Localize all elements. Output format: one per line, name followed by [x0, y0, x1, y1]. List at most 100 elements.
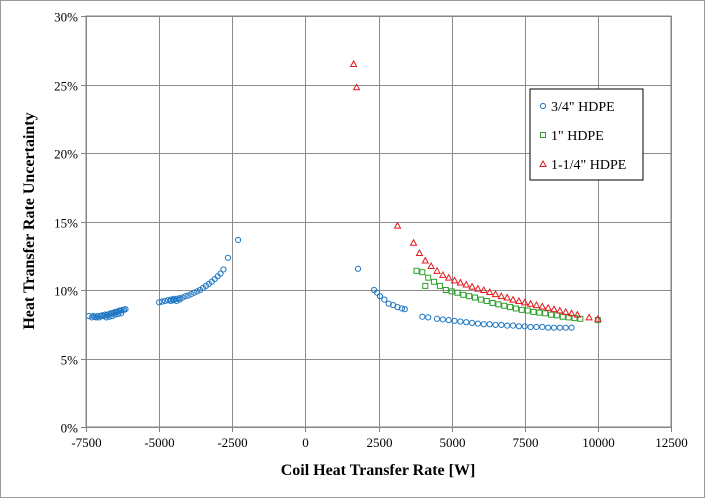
data-point-circle [474, 320, 482, 327]
legend: 3/4" HDPE 1" HDPE 1-1/4" HDPE [529, 88, 644, 181]
data-point-circle [158, 298, 166, 305]
y-axis-title: Heat Transfer Rate Uncertainty [21, 112, 38, 329]
data-point-square [472, 294, 479, 301]
data-point-circle [217, 270, 224, 277]
data-point-circle [451, 317, 458, 324]
x-tick-label: 5000 [440, 435, 466, 450]
legend-label: 1" HDPE [551, 129, 604, 144]
x-tick-label: -2500 [217, 435, 247, 450]
x-tick-label: 0 [302, 435, 309, 450]
data-point-circle [94, 312, 101, 320]
data-point-circle [220, 266, 227, 273]
data-point-square [454, 289, 461, 296]
data-point-circle [556, 324, 563, 331]
data-point-triangle [421, 256, 430, 264]
data-point-circle [486, 321, 493, 328]
data-point-circle [173, 295, 180, 303]
data-point-triangle [439, 270, 447, 278]
data-point-square [460, 291, 467, 298]
data-point-circle [224, 254, 231, 261]
tick-labels: -7500 -5000 -2500 0 2500 5000 7500 10000 12500 0%… [54, 10, 688, 451]
data-point-circle [381, 296, 388, 303]
data-point-circle [354, 265, 362, 272]
y-tick-label: 10% [54, 284, 78, 299]
data-point-circle [515, 323, 523, 330]
y-tick-label: 5% [61, 353, 79, 368]
data-point-triangle [550, 305, 558, 313]
data-point-square [507, 304, 514, 311]
data-point-circle [498, 321, 505, 329]
legend-box [529, 88, 644, 181]
legend-label: 1-1/4" HDPE [551, 158, 626, 173]
data-point-circle [88, 314, 95, 321]
series-square [413, 267, 601, 324]
y-tick-label: 20% [54, 147, 78, 162]
x-tick-label: -7500 [71, 435, 101, 450]
legend-marker-triangle [539, 159, 547, 167]
data-point-circle [545, 324, 552, 331]
data-point-square [536, 309, 543, 316]
legend-marker-square [540, 132, 546, 138]
data-point-triangle [561, 307, 570, 315]
data-point-circle [568, 324, 575, 331]
data-point-circle [504, 322, 511, 329]
data-point-triangle [444, 273, 453, 281]
data-point-circle [521, 323, 528, 330]
data-point-circle [109, 312, 116, 320]
data-point-square [442, 287, 449, 293]
data-point-triangle [526, 299, 535, 307]
data-point-circle [156, 299, 163, 306]
data-point-circle [112, 311, 119, 318]
data-point-circle [401, 306, 408, 313]
data-point-triangle [573, 310, 582, 318]
data-point-triangle [433, 266, 441, 274]
x-tick-label: 12500 [655, 435, 688, 450]
data-point-triangle [427, 261, 435, 270]
data-point-circle [463, 319, 470, 326]
data-point-square [489, 300, 496, 307]
data-point-triangle [497, 292, 506, 300]
data-point-circle [533, 323, 540, 331]
plot-area-border [85, 15, 672, 428]
data-point-triangle [544, 303, 552, 311]
data-point-circle [562, 324, 569, 331]
data-point-triangle [393, 221, 402, 229]
data-point-triangle [503, 293, 512, 301]
x-tick-label: 2500 [367, 435, 393, 450]
data-point-square [413, 267, 420, 274]
legend-marker-circle [539, 102, 547, 110]
data-point-triangle [474, 284, 482, 292]
series-circle [85, 236, 575, 331]
data-point-circle [439, 316, 446, 323]
data-point-triangle [450, 276, 459, 284]
data-point-circle [115, 310, 122, 318]
data-point-circle [106, 313, 113, 320]
data-point-square [495, 301, 502, 308]
data-point-triangle [520, 298, 529, 306]
data-point-square [512, 305, 519, 312]
x-tick-label: 7500 [513, 435, 539, 450]
data-point-circle [176, 296, 183, 303]
legend-label: 3/4" HDPE [551, 100, 615, 115]
data-point-square [530, 308, 537, 315]
data-point-triangle [556, 306, 564, 314]
data-point-triangle [509, 295, 517, 303]
data-point-circle [445, 317, 452, 324]
data-point-triangle [532, 301, 541, 309]
x-tick-label: 10000 [582, 435, 615, 450]
data-point-triangle [349, 59, 358, 67]
data-point-triangle [415, 248, 424, 257]
data-point-triangle [567, 309, 576, 317]
series-triangle [349, 59, 602, 322]
data-point-circle [118, 310, 125, 317]
data-point-circle [122, 306, 129, 313]
data-point-circle [398, 305, 405, 312]
data-point-circle [469, 319, 476, 326]
data-point-circle [492, 321, 499, 329]
data-point-square [436, 282, 443, 289]
data-point-circle [419, 313, 426, 320]
data-point-circle [376, 293, 384, 300]
